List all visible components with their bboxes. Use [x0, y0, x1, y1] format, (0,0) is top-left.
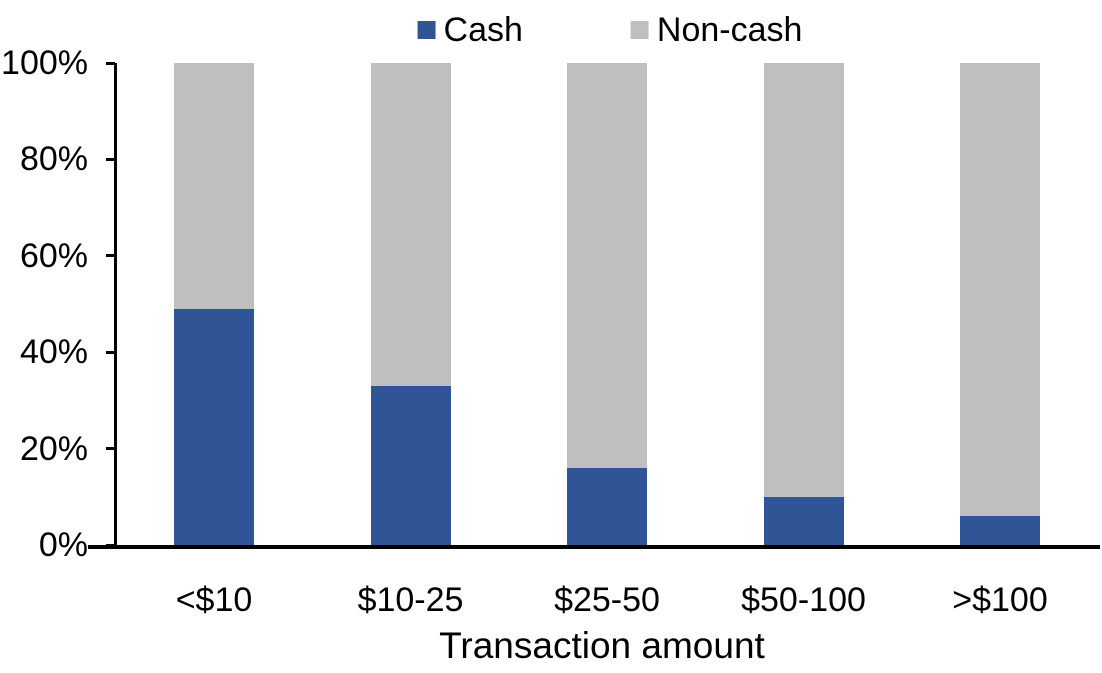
y-axis-tick [106, 157, 115, 161]
bar-segment-noncash [763, 63, 844, 497]
y-axis-tick-label: 100% [1, 44, 88, 82]
y-axis-tick [106, 61, 115, 65]
bar-segment-cash [960, 516, 1040, 545]
legend-label-noncash: Non-cash [656, 11, 803, 49]
y-axis-tick [106, 254, 115, 258]
legend-label-cash: Cash [443, 11, 523, 49]
y-axis-tick [106, 350, 115, 354]
x-axis-title: Transaction amount [439, 625, 765, 666]
bar-segment-noncash [174, 63, 254, 309]
legend-item-cash: Cash [417, 8, 523, 52]
cash-swatch-icon [417, 21, 436, 39]
x-axis-category-label: $10-25 [357, 581, 464, 619]
bar-segment-cash [174, 308, 254, 545]
bar-segment-noncash [567, 63, 647, 468]
noncash-swatch-icon [630, 21, 649, 39]
x-axis-category-label: $25-50 [554, 581, 660, 619]
x-axis-line [88, 545, 1100, 549]
y-axis-tick [106, 447, 115, 451]
y-axis-tick-label: 0% [38, 526, 88, 564]
bar-segment-noncash [370, 63, 451, 386]
bar-segment-cash [567, 467, 647, 545]
bar-segment-cash [370, 385, 451, 545]
y-axis-tick-label: 80% [19, 140, 88, 179]
chart-legend: Cash Non-cash [417, 8, 803, 52]
bar-segment-cash [763, 496, 844, 545]
x-axis-category-label: <$10 [175, 581, 253, 619]
y-axis-tick-label: 60% [19, 236, 88, 275]
y-axis-line [114, 63, 117, 549]
x-axis-category-label: >$100 [952, 581, 1048, 619]
bar-segment-noncash [960, 63, 1040, 517]
y-axis-tick-label: 20% [19, 429, 88, 468]
legend-item-noncash: Non-cash [630, 8, 803, 52]
y-axis-tick-label: 40% [19, 333, 88, 372]
x-axis-category-label: $50-100 [741, 581, 866, 619]
